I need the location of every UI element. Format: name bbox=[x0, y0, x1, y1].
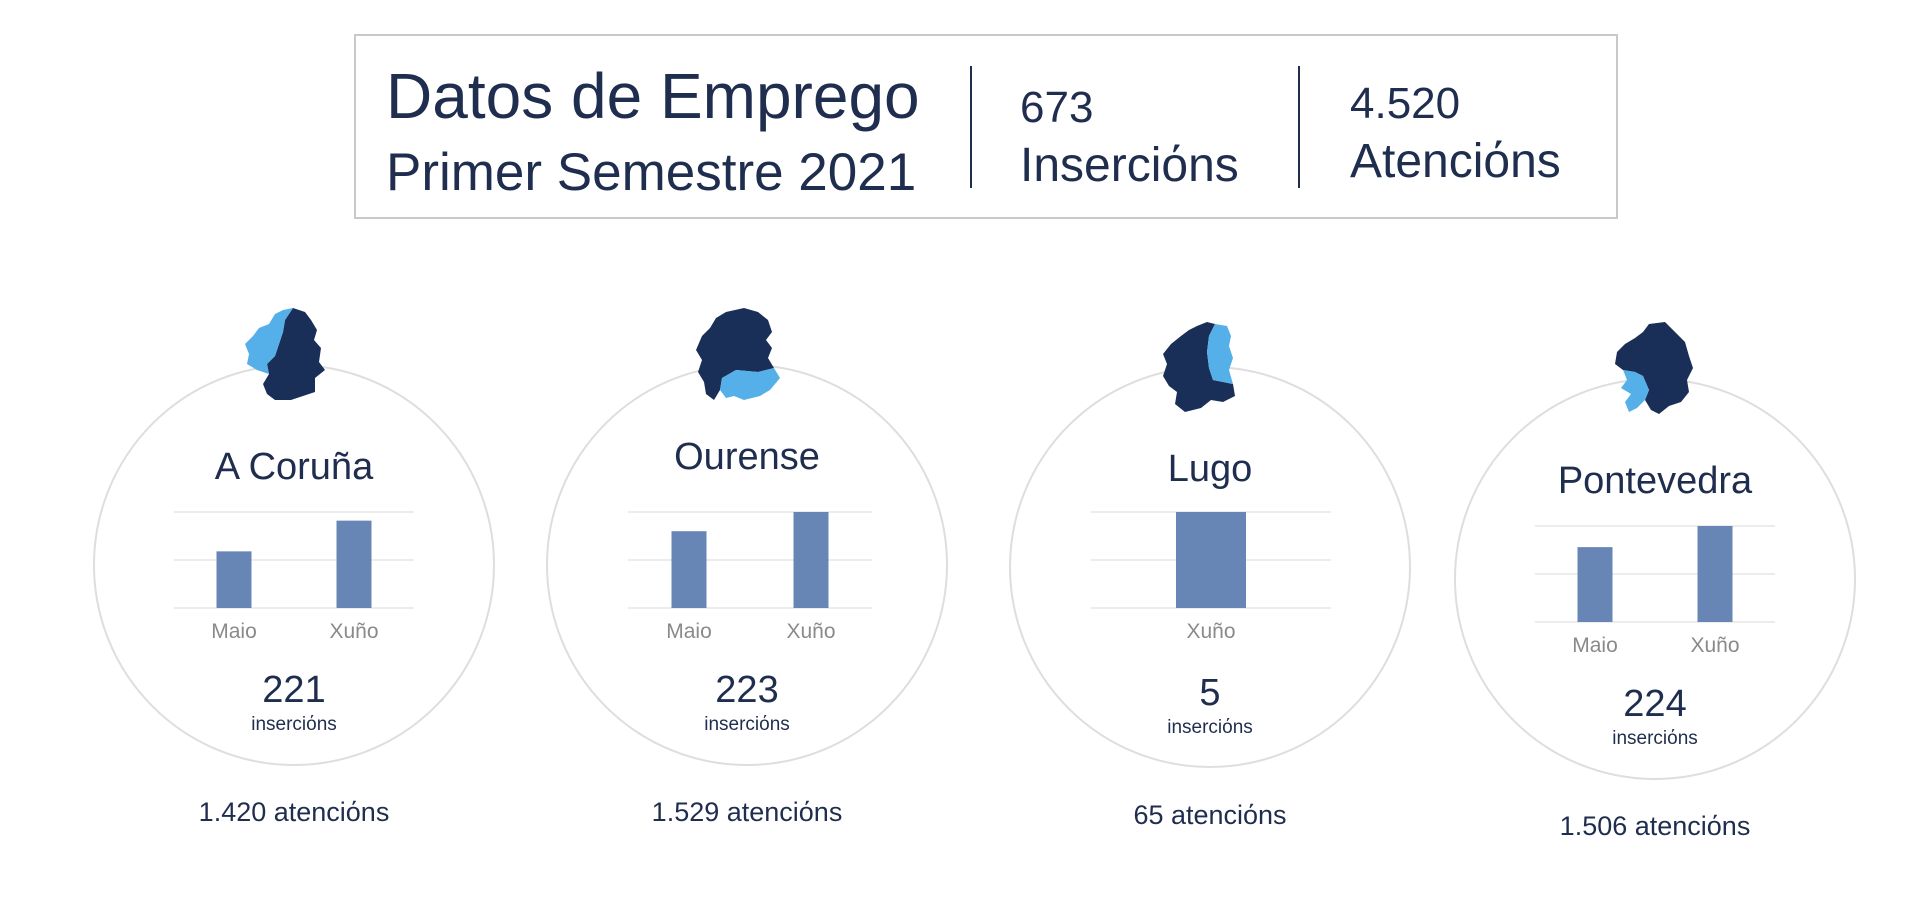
region-name: Ourense bbox=[674, 436, 820, 478]
stat-insertions-value: 673 bbox=[1020, 83, 1094, 132]
x-tick-label: Maio bbox=[211, 620, 257, 643]
bar-chart: Maio Xuño bbox=[628, 511, 872, 643]
bar-xuño bbox=[336, 520, 372, 608]
bar-chart: Maio Xuño bbox=[174, 511, 414, 643]
region-attentions: 1.529 atenciόns bbox=[651, 797, 843, 827]
x-tick-label: Xuño bbox=[329, 620, 378, 643]
region-name: Lugo bbox=[1167, 448, 1253, 490]
page-subtitle: Primer Semestre 2021 bbox=[386, 143, 917, 202]
x-tick-label: Xuño bbox=[786, 620, 835, 643]
region-total-unit: inserciόns bbox=[704, 714, 790, 735]
bar-maio bbox=[216, 551, 252, 608]
header-divider bbox=[970, 66, 972, 188]
x-tick-label: Xuño bbox=[1186, 620, 1235, 643]
region-attentions: 1.506 atenciόns bbox=[1559, 811, 1751, 841]
bar-maio bbox=[1577, 547, 1613, 622]
header-divider bbox=[1298, 66, 1300, 188]
region-name: Pontevedra bbox=[1557, 460, 1753, 502]
region-total-unit: inserciόns bbox=[251, 714, 337, 735]
galicia-map-ourense-highlighted-icon bbox=[696, 308, 780, 400]
page-title: Datos de Emprego bbox=[386, 60, 920, 132]
stat-attentions-label: Atenciόns bbox=[1350, 135, 1561, 188]
region-attentions: 1.420 atenciόns bbox=[198, 797, 390, 827]
bar-xuño bbox=[1697, 526, 1733, 622]
region-circle bbox=[1454, 378, 1856, 780]
galicia-map-lugo-highlighted-icon bbox=[1163, 322, 1235, 412]
region-total-value: 224 bbox=[1623, 683, 1687, 725]
stat-attentions-value: 4.520 bbox=[1350, 79, 1461, 128]
x-tick-label: Xuño bbox=[1690, 634, 1739, 657]
galicia-map-a-coruna-highlighted-icon bbox=[245, 308, 325, 400]
region-total-value: 223 bbox=[715, 669, 779, 711]
x-tick-label: Maio bbox=[666, 620, 712, 643]
region-total-value: 5 bbox=[1199, 672, 1221, 714]
x-tick-label: Maio bbox=[1572, 634, 1618, 657]
galicia-map-pontevedra-highlighted-icon bbox=[1615, 322, 1693, 414]
bar-chart: Xuño bbox=[1091, 511, 1331, 643]
region-name: A Coruña bbox=[214, 446, 374, 488]
stat-insertions-label: Inserciόns bbox=[1020, 139, 1239, 192]
region-attentions: 65 atenciόns bbox=[1133, 800, 1287, 830]
region-total-unit: inserciόns bbox=[1612, 728, 1698, 749]
bar-xuño bbox=[1176, 512, 1246, 608]
summary-header: Datos de Emprego Primer Semestre 2021 67… bbox=[354, 34, 1618, 219]
bar-xuño bbox=[793, 512, 829, 608]
bar-maio bbox=[671, 531, 707, 608]
region-total-unit: inserciόns bbox=[1167, 717, 1253, 738]
bar-chart: Maio Xuño bbox=[1535, 525, 1775, 657]
region-circle bbox=[93, 364, 495, 766]
region-total-value: 221 bbox=[262, 669, 326, 711]
